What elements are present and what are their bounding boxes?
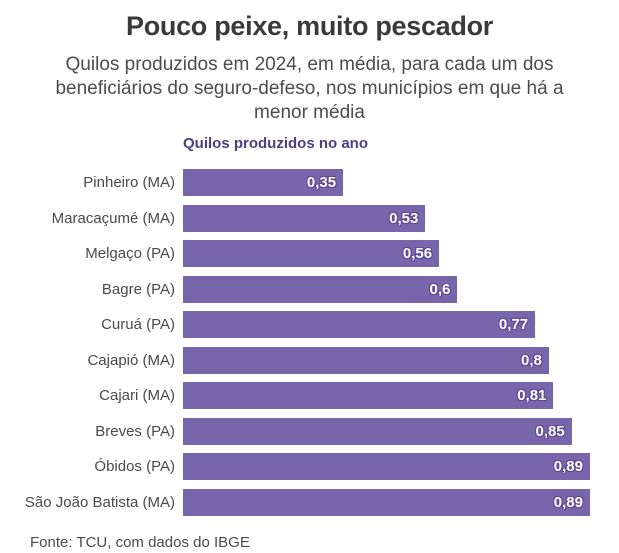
value-label: 0,81 xyxy=(517,387,547,404)
bar: 0,77 xyxy=(183,311,536,338)
value-label: 0,35 xyxy=(306,174,337,191)
plot-area: 0,6 xyxy=(183,275,590,303)
value-label: 0,8 xyxy=(520,351,542,369)
subtitle-line-3: menor média xyxy=(254,102,365,123)
bar: 0,89 xyxy=(183,488,590,516)
category-label: Melgaço (PA) xyxy=(85,245,175,262)
plot-area: 0,56 xyxy=(183,240,590,267)
value-label: 0,89 xyxy=(553,493,583,511)
bar-chart: Pinheiro (MA) 0,35 Maracaçumé (MA) 0,53 Melg… xyxy=(0,169,619,516)
value-label: 0,77 xyxy=(498,316,529,333)
category-label: São João Batista (MA) xyxy=(24,493,175,511)
plot-area: 0,53 xyxy=(183,204,590,232)
category-label: Pinheiro (MA) xyxy=(83,174,175,191)
category-label: Maracaçumé (MA) xyxy=(51,209,175,227)
chart-title: Pouco peixe, muito pescador xyxy=(126,11,493,41)
category-label: Cajari (MA) xyxy=(99,387,175,404)
bar: 0,6 xyxy=(183,275,458,303)
chart-row: Maracaçumé (MA) 0,53 xyxy=(0,204,619,232)
bar: 0,35 xyxy=(183,169,344,196)
value-label: 0,53 xyxy=(389,209,419,227)
plot-area: 0,77 xyxy=(183,311,590,338)
bar: 0,85 xyxy=(183,417,572,445)
bar: 0,81 xyxy=(183,382,554,409)
chart-row: Bagre (PA) 0,6 xyxy=(0,275,619,303)
chart-row: Cajapió (MA) 0,8 xyxy=(0,346,619,374)
chart-row: Cajari (MA) 0,81 xyxy=(0,382,619,409)
bar: 0,8 xyxy=(183,346,549,374)
plot-area: 0,8 xyxy=(183,346,590,374)
subtitle-line-2: beneficiários do seguro-defeso, nos muni… xyxy=(55,78,564,99)
bar: 0,53 xyxy=(183,204,426,232)
bar: 0,89 xyxy=(183,453,590,480)
plot-area: 0,89 xyxy=(183,453,590,480)
plot-area: 0,89 xyxy=(183,488,590,516)
category-label: Breves (PA) xyxy=(95,422,175,440)
category-label: Curuá (PA) xyxy=(101,316,175,333)
chart-row: São João Batista (MA) 0,89 xyxy=(0,488,619,516)
category-label: Cajapió (MA) xyxy=(87,351,175,369)
subtitle-line-1: Quilos produzidos em 2024, em média, par… xyxy=(65,54,554,75)
value-label: 0,56 xyxy=(402,245,433,262)
chart-subtitle: Quilos produzidos em 2024, em média, par… xyxy=(0,53,619,125)
x-axis-label: Quilos produzidos no ano xyxy=(183,135,368,152)
value-label: 0,6 xyxy=(429,280,451,298)
chart-row: Breves (PA) 0,85 xyxy=(0,417,619,445)
plot-area: 0,35 xyxy=(183,169,590,196)
chart-row: Pinheiro (MA) 0,35 xyxy=(0,169,619,196)
category-label: Óbidos (PA) xyxy=(94,458,175,475)
plot-area: 0,81 xyxy=(183,382,590,409)
chart-row: Melgaço (PA) 0,56 xyxy=(0,240,619,267)
chart-row: Curuá (PA) 0,77 xyxy=(0,311,619,338)
value-label: 0,85 xyxy=(535,422,565,440)
value-label: 0,89 xyxy=(553,458,583,475)
chart-row: Óbidos (PA) 0,89 xyxy=(0,453,619,480)
category-label: Bagre (PA) xyxy=(101,280,175,298)
bar: 0,56 xyxy=(183,240,440,267)
plot-area: 0,85 xyxy=(183,417,590,445)
source-note: Fonte: TCU, com dados do IBGE xyxy=(30,534,250,551)
